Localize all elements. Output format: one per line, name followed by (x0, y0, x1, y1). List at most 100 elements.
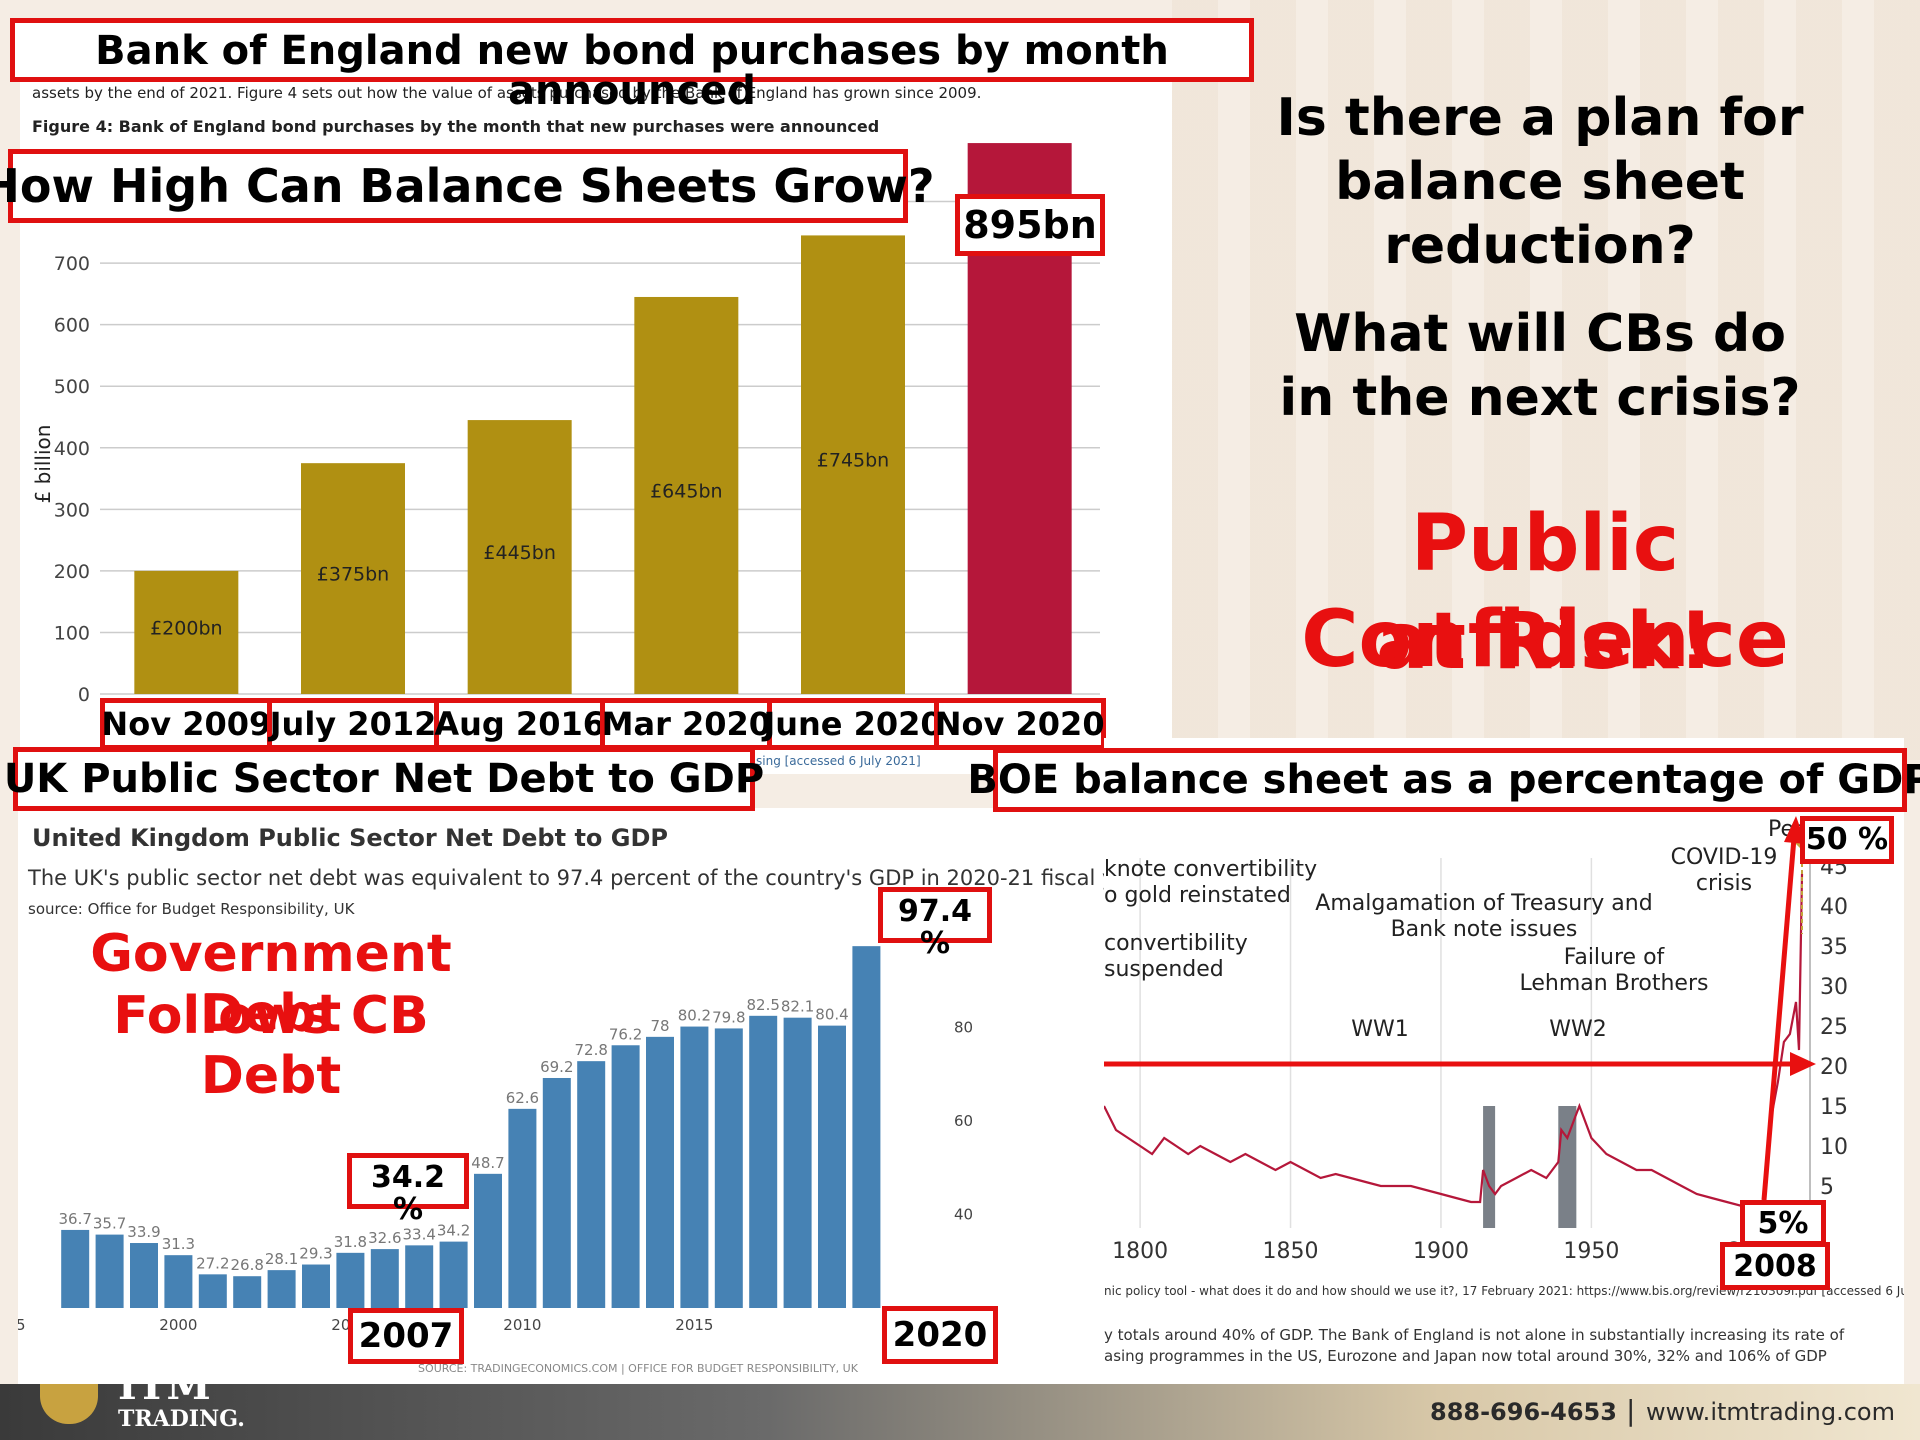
boe-callout-2008: 2008 (1720, 1242, 1830, 1290)
debt-bar (714, 1028, 743, 1308)
debt-bar (818, 1025, 846, 1308)
boe-callout-5pct: 5% (1740, 1200, 1826, 1246)
boe-callout-50: 50 % (1800, 816, 1894, 864)
debt-ytick-label: 80 (954, 1019, 973, 1037)
debt-bar-value-label: 34.2 (437, 1222, 470, 1240)
itm-logo-icon (40, 1384, 98, 1424)
debt-bar (646, 1036, 674, 1308)
debt-bar-value-label: 48.7 (471, 1154, 504, 1172)
top-bar-value-label: £745bn (817, 450, 889, 472)
debt-bar-value-label: 32.6 (368, 1229, 401, 1247)
debt-bar-value-label: 69.2 (540, 1058, 573, 1076)
top-bar (134, 570, 239, 694)
debt-bar-value-label: 76.2 (609, 1025, 642, 1043)
boe-annotation: suspended (1104, 957, 1224, 982)
top-category-label: June 2020 (763, 698, 943, 750)
debt-bar (302, 1264, 330, 1308)
top-ytick-label: 300 (54, 499, 90, 521)
debt-bar-value-label: 79.8 (712, 1008, 745, 1026)
top-ytick-label: 100 (54, 622, 90, 644)
debt-bar-value-label: 27.2 (196, 1254, 229, 1272)
debt-bar (198, 1274, 227, 1308)
boe-annotation: COVID-19 (1671, 845, 1778, 870)
debt-bar (370, 1249, 399, 1308)
boe-balance-sheet-chart: 51015202530354045180018501900195020knote… (1104, 816, 1848, 1264)
top-bar-value-label: £375bn (317, 564, 389, 586)
top-bar (467, 420, 572, 694)
debt-xtick-label: 2000 (159, 1316, 197, 1334)
top-bar-value-label: £200bn (150, 617, 222, 639)
debt-bar-value-label: 33.4 (402, 1225, 435, 1243)
debt-callout-34: 34.2 % (347, 1153, 469, 1226)
debt-bar (474, 1173, 502, 1308)
boe-caption-2: y totals around 40% of GDP. The Bank of … (1104, 1326, 1845, 1344)
boe-annotation: o gold reinstated (1104, 883, 1291, 908)
debt-bar (783, 1017, 812, 1308)
boe-war-bar (1483, 1106, 1496, 1228)
debt-xtick-label: 1995 (18, 1316, 25, 1334)
debt-bar (577, 1061, 606, 1308)
debt-bar (336, 1252, 365, 1308)
footer-phone[interactable]: 888-696-4653 (1430, 1398, 1617, 1426)
top-chart-overlay-title: How High Can Balance Sheets Grow? (0, 149, 935, 223)
debt-bar-value-label: 72.8 (574, 1041, 607, 1059)
debt-bar (130, 1243, 158, 1308)
boe-annotation-ww1: WW1 (1351, 1017, 1409, 1042)
top-chart-source-fragment: sing [accessed 6 July 2021] (756, 754, 921, 768)
boe-annotation-ww2: WW2 (1549, 1017, 1607, 1042)
debt-bar-value-label: 82.1 (781, 998, 814, 1016)
uk-debt-chart-title: United Kingdom Public Sector Net Debt to… (32, 824, 668, 852)
top-chart-snippet: assets by the end of 2021. Figure 4 sets… (32, 84, 982, 102)
boe-ytick-label: 10 (1820, 1135, 1848, 1160)
question-next-crisis-line1: What will CBs do (1294, 304, 1786, 364)
boe-xtick-label: 1800 (1112, 1239, 1168, 1264)
debt-bar-value-label: 31.3 (162, 1235, 195, 1253)
debt-bar-value-label: 80.2 (678, 1007, 711, 1025)
boe-caption-3: asing programmes in the US, Eurozone and… (1104, 1347, 1827, 1365)
uk-debt-source: source: Office for Budget Responsibility… (28, 900, 355, 918)
debt-bar (95, 1234, 124, 1308)
boe-war-bar (1558, 1106, 1577, 1228)
background-pattern (1172, 0, 1920, 760)
debt-bar (267, 1270, 296, 1308)
public-confidence-line1: Public Confidence (1301, 499, 1789, 685)
top-ylabel: £ billion (31, 425, 55, 504)
boe-red-arrowhead-horizontal (1790, 1052, 1816, 1076)
top-category-label: Nov 2009 (100, 698, 273, 750)
debt-bar-value-label: 29.3 (299, 1245, 332, 1263)
boe-annotation: Bank note issues (1391, 917, 1578, 942)
top-ytick-label: 600 (54, 315, 90, 337)
debt-bar-value-label: 26.8 (230, 1256, 263, 1274)
debt-bar-value-label: 82.5 (746, 996, 779, 1014)
debt-bar (611, 1045, 640, 1308)
boe-annotation: knote convertibility (1104, 857, 1317, 882)
debt-bar (439, 1241, 468, 1308)
top-ytick-label: 700 (54, 253, 90, 275)
debt-ytick-label: 40 (954, 1206, 973, 1224)
boe-ytick-label: 40 (1820, 895, 1848, 920)
debt-bar (852, 946, 881, 1308)
debt-bar (508, 1108, 537, 1308)
debt-bar (164, 1255, 193, 1308)
top-bar-chart: 0100200300400500600700800£ billion£200bn… (31, 143, 1100, 706)
debt-bar (405, 1245, 434, 1308)
boe-red-arrow-vertical (1761, 837, 1797, 1201)
boe-ytick-label: 30 (1820, 975, 1848, 1000)
debt-bar-value-label: 31.8 (334, 1233, 367, 1251)
debt-bar (749, 1015, 778, 1308)
footer-brand-sub: TRADING. (118, 1406, 245, 1432)
top-bar-value-label: £445bn (483, 542, 555, 564)
boe-xtick-label: 1900 (1413, 1239, 1469, 1264)
boe-xtick-label: 1850 (1263, 1239, 1319, 1264)
public-confidence-line2: at Risk! (1376, 597, 1714, 687)
footer-website[interactable]: www.itmtrading.com (1646, 1398, 1895, 1426)
question-balance-reduction: Is there a plan for balance sheet reduct… (1276, 88, 1804, 276)
uk-debt-bar-chart: 40 60 80 36.7 35.7 33.931.327.2 26.8 28.1 29.331… (18, 946, 973, 1375)
debt-bar-value-label: 28.1 (265, 1250, 298, 1268)
top-category-label: Aug 2016 (433, 698, 606, 750)
debt-label-2007: 2007 (348, 1308, 464, 1364)
figure-caption: Figure 4: Bank of England bond purchases… (32, 117, 880, 136)
boe-overlay-title: BOE balance sheet as a percentage of GDP (967, 748, 1920, 812)
uk-debt-description: The UK's public sector net debt was equi… (28, 866, 1154, 890)
debt-xtick-label: 2010 (503, 1316, 541, 1334)
